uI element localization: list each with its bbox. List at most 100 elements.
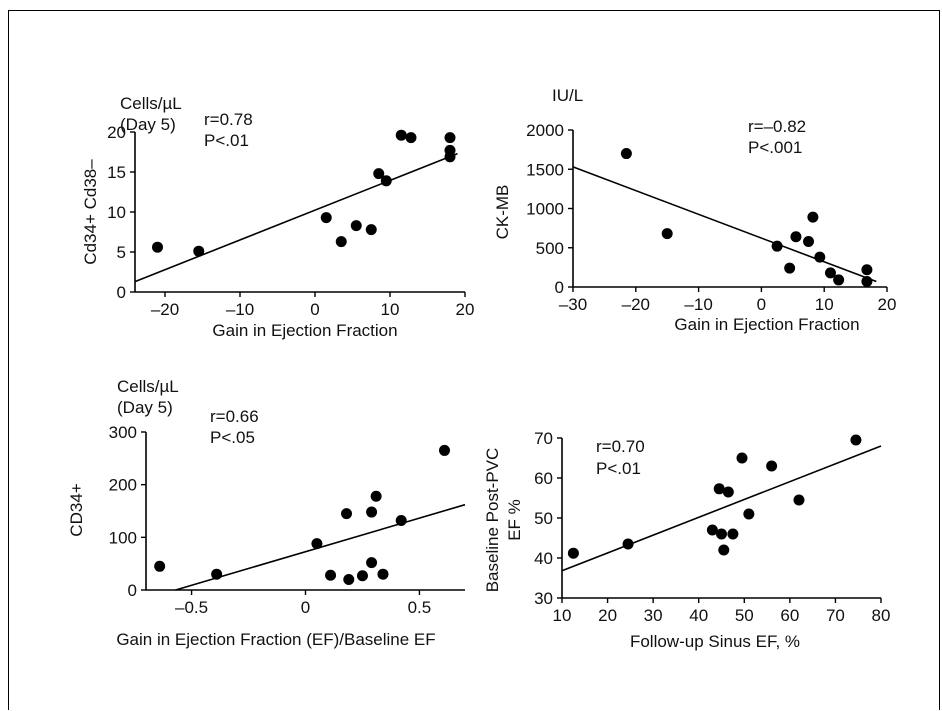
panel-c-data-point [366,507,377,518]
panel-b-stat-r: r=–0.82 [748,117,806,136]
panel-c-x-tick-label: –0.5 [175,598,208,617]
panel-c-data-point [366,557,377,568]
panel-c-unit-1: Cells/µL [117,377,179,396]
panel-d-x-tick-label: 30 [644,606,663,625]
panel-a-x-tick-label: 20 [456,300,475,319]
panel-a-y-tick-label: 20 [107,123,126,142]
panel-c-ylabel: CD34+ [67,483,86,536]
panel-d-data-point [766,461,777,472]
panel-b-x-tick-label: 20 [878,295,897,314]
panel-a-unit-1: Cells/µL [120,94,182,113]
panel-d-x-tick-label: 60 [780,606,799,625]
panel-a-x-tick-label: 10 [381,300,400,319]
panel-d-data-point [723,487,734,498]
panel-b-data-point [814,252,825,263]
panel-a-data-point [445,132,456,143]
panel-d: r=0.70 P<.01 Baseline Post-PVC EF % Foll… [483,429,890,651]
panel-d-y-tick-label: 30 [534,589,553,608]
panel-d-stat-p: P<.01 [596,459,641,478]
panel-c-data-point [371,491,382,502]
panel-a-data-point [406,132,417,143]
panel-b-x-tick-label: –30 [559,295,587,314]
panel-d-x-tick-label: 40 [689,606,708,625]
panel-c-y-tick-label: 100 [109,528,137,547]
panel-a-data-point [366,224,377,235]
panel-d-xlabel: Follow-up Sinus EF, % [630,632,800,651]
panel-d-x-tick-label: 70 [826,606,845,625]
panel-b-data-point [861,264,872,275]
panel-d-data-point [623,539,634,550]
panel-c-data-point [439,445,450,456]
panel-b-stat-p: P<.001 [748,138,802,157]
panel-d-data-point [718,545,729,556]
panel-c-x-tick-label: 0.5 [408,598,432,617]
panel-c-x-tick-label: 0 [301,598,310,617]
panel-d-x-tick-label: 10 [553,606,572,625]
panel-d-ylabel-1: Baseline Post-PVC [483,448,502,593]
panel-b-regression-line [573,167,876,282]
panel-b-x-tick-label: 10 [815,295,834,314]
panel-d-data-point [743,509,754,520]
panel-b: IU/L r=–0.82 P<.001 CK-MB Gain in Ejecti… [493,86,896,334]
panel-d-data-point [793,495,804,506]
panel-c-stat-p: P<.05 [210,428,255,447]
panel-c-data-point [357,570,368,581]
panel-c-xlabel: Gain in Ejection Fraction (EF)/Baseline … [116,630,435,649]
panel-d-x-tick-label: 20 [598,606,617,625]
panel-c-y-tick-label: 0 [128,581,137,600]
panel-c-data-point [396,515,407,526]
panel-d-data-point [727,529,738,540]
panel-d-y-tick-label: 50 [534,509,553,528]
panel-a-x-tick-label: –10 [226,300,254,319]
panel-a-data-point [336,236,347,247]
panel-d-data-point [850,435,861,446]
panel-a-x-tick-label: 0 [310,300,319,319]
panel-b-data-point [790,231,801,242]
panel-c-data-point [311,538,322,549]
panel-c-data-point [343,574,354,585]
panel-d-y-tick-label: 70 [534,429,553,448]
panel-b-x-tick-label: –10 [684,295,712,314]
panel-a-y-tick-label: 15 [107,163,126,182]
panel-a-data-point [396,130,407,141]
panel-c-unit-2: (Day 5) [117,398,173,417]
panel-d-data-point [568,548,579,559]
panel-d-x-tick-label: 80 [872,606,891,625]
panel-b-xlabel: Gain in Ejection Fraction [674,315,859,334]
panel-b-data-point [807,212,818,223]
panel-b-ylabel: CK-MB [493,185,512,240]
panel-a-data-point [445,151,456,162]
panel-b-y-tick-label: 1500 [526,160,564,179]
panel-b-x-tick-label: –20 [622,295,650,314]
panel-b-data-point [833,274,844,285]
panel-b-y-tick-label: 1000 [526,200,564,219]
panel-a-regression-line [135,154,458,282]
panel-c-data-point [341,508,352,519]
panel-b-y-tick-label: 2000 [526,121,564,140]
panel-a-y-tick-label: 0 [117,283,126,302]
panel-a-unit-2: (Day 5) [120,115,176,134]
panel-a-data-point [321,212,332,223]
panel-a-data-point [351,220,362,231]
panel-b-unit-1: IU/L [552,86,583,105]
panel-b-data-point [784,263,795,274]
panel-b-y-tick-label: 500 [536,239,564,258]
panel-a: Cells/µL (Day 5) r=0.78 P<.01 Cd34+ Cd38… [81,94,474,340]
panel-b-data-point [662,228,673,239]
panel-d-x-tick-label: 50 [735,606,754,625]
panel-a-data-point [152,242,163,253]
panel-c-y-tick-label: 200 [109,476,137,495]
panel-a-stat-r: r=0.78 [204,110,253,129]
panel-a-x-tick-label: –20 [151,300,179,319]
panel-b-x-tick-label: 0 [757,295,766,314]
panel-b-data-point [803,236,814,247]
panel-c-data-point [325,570,336,581]
panel-a-ylabel: Cd34+ Cd38– [81,159,100,265]
panel-d-ylabel-2: EF % [505,499,524,541]
panel-d-data-point [737,453,748,464]
panel-d-y-tick-label: 60 [534,469,553,488]
panel-b-data-point [772,241,783,252]
panel-c-stat-r: r=0.66 [210,407,259,426]
panel-a-xlabel: Gain in Ejection Fraction [212,321,397,340]
panel-a-stat-p: P<.01 [204,131,249,150]
